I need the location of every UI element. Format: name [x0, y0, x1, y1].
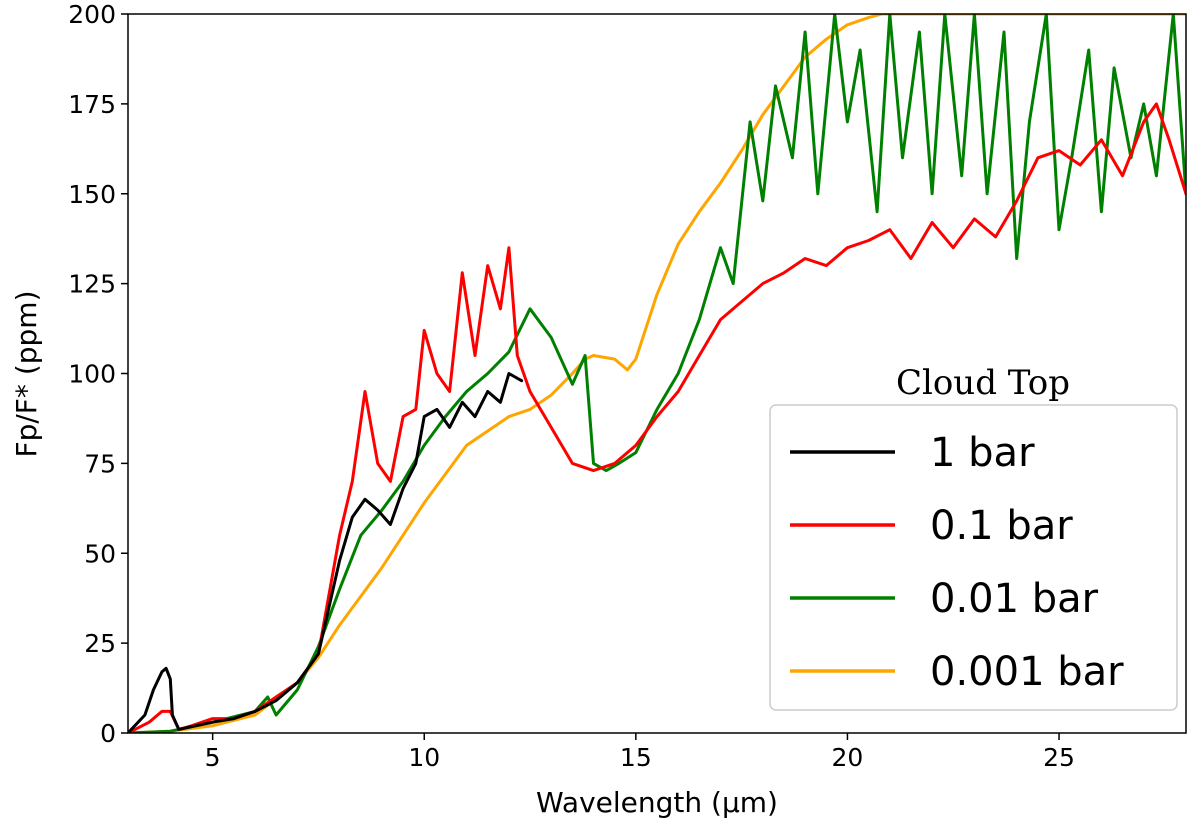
series-line-0-01-bar	[128, 14, 1186, 733]
y-tick-label: 50	[84, 539, 116, 568]
y-tick-label: 25	[84, 629, 116, 658]
series-layer	[128, 14, 1186, 733]
y-tick-label: 75	[84, 449, 116, 478]
y-tick-label: 100	[68, 360, 116, 389]
y-tick-label: 200	[68, 0, 116, 29]
x-tick-label: 10	[408, 743, 440, 772]
legend-label: 0.001 bar	[930, 649, 1124, 695]
series-line-1-bar	[128, 372, 524, 733]
y-tick-label: 150	[68, 180, 116, 209]
x-tick-label: 5	[205, 743, 221, 772]
y-tick-label: 125	[68, 270, 116, 299]
y-axis: 0 25 50 75 100 125 150 175 200	[68, 0, 128, 748]
x-axis: 5 10 15 20 25	[205, 733, 1075, 772]
series-line-0-001-bar	[128, 14, 1186, 733]
y-axis-label: Fp/F* (ppm)	[10, 291, 43, 458]
y-tick-label: 0	[100, 719, 116, 748]
legend-frame	[769, 404, 1178, 711]
x-axis-label: Wavelength (μm)	[536, 786, 778, 819]
legend-label: 0.1 bar	[930, 503, 1073, 549]
x-tick-label: 15	[620, 743, 652, 772]
legend: Cloud Top 1 bar 0.1 bar 0.01 bar 0.001 bar	[769, 363, 1178, 711]
legend-title: Cloud Top	[896, 363, 1070, 403]
x-tick-label: 25	[1043, 743, 1075, 772]
x-tick-label: 20	[832, 743, 864, 772]
y-tick-label: 175	[68, 90, 116, 119]
legend-label: 1 bar	[930, 430, 1035, 476]
legend-label: 0.01 bar	[930, 576, 1099, 622]
